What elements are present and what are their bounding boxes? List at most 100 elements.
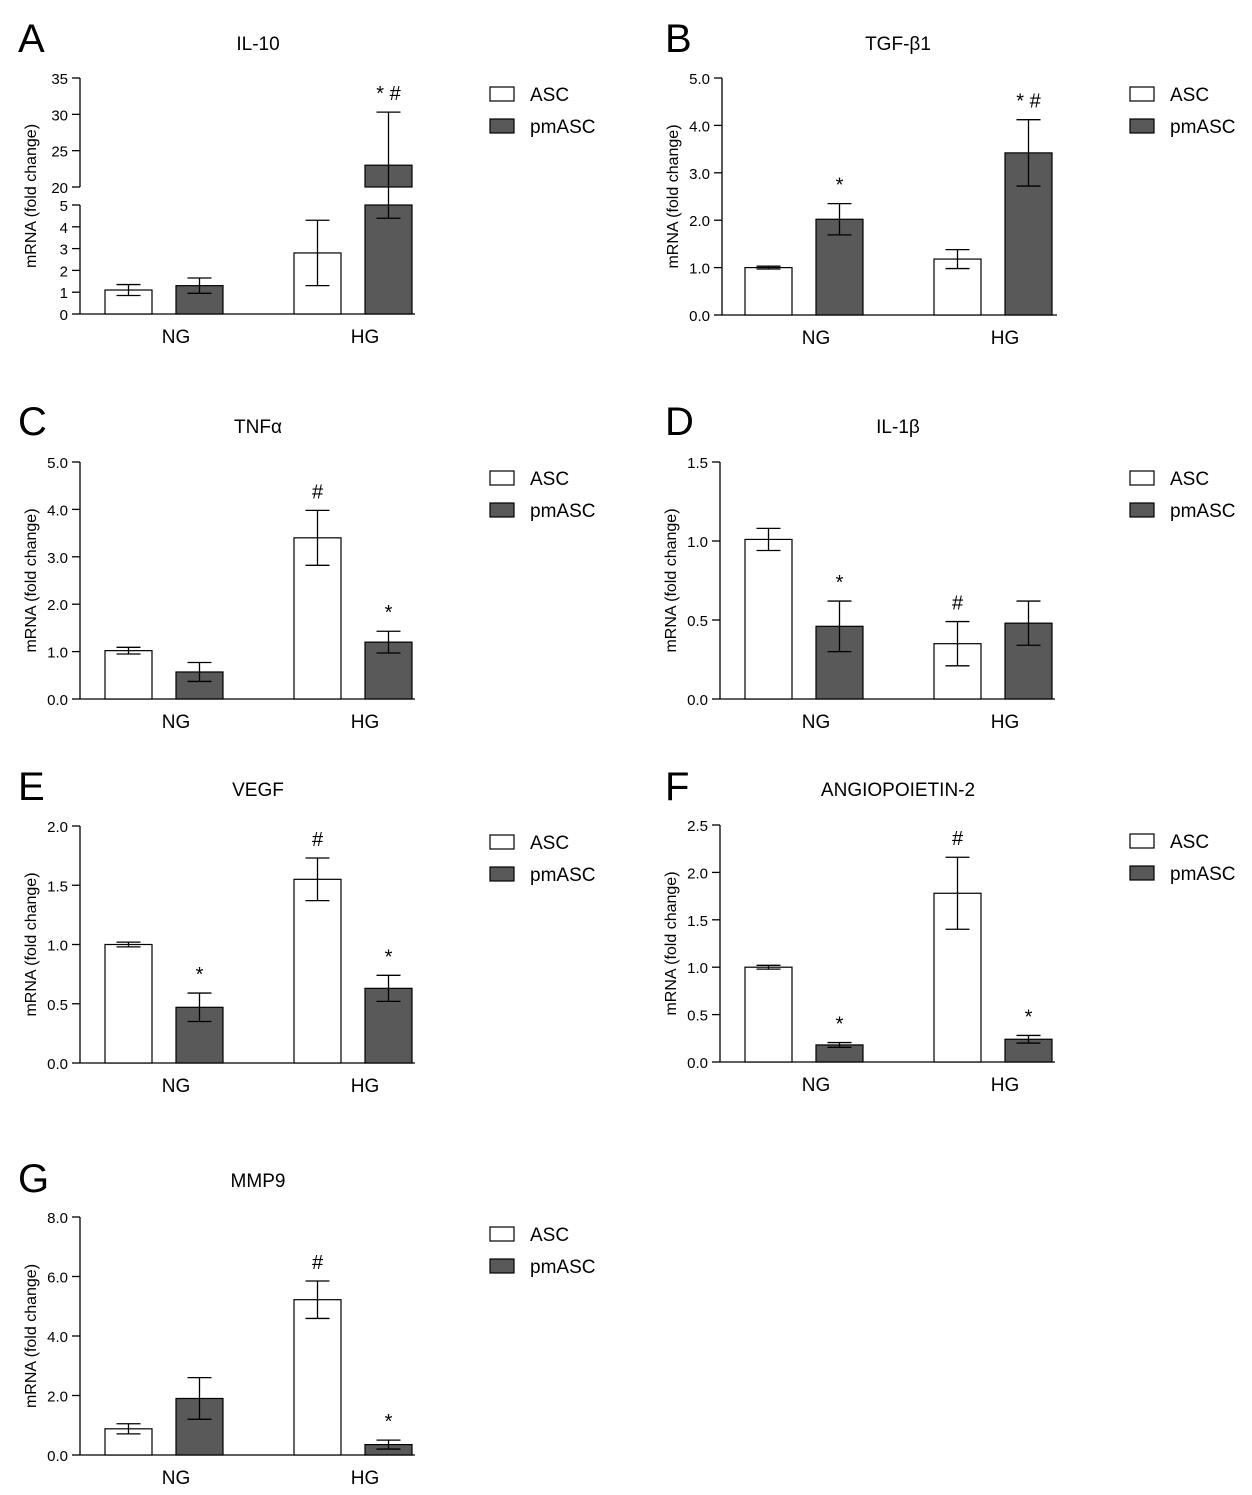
legend-swatch-asc — [489, 1226, 515, 1242]
legend-label-pmasc: pmASC — [1170, 501, 1235, 522]
legend-swatch-pmasc — [489, 866, 515, 882]
y-tick-label: 2.0 — [47, 597, 68, 614]
x-tick-label: HG — [351, 712, 380, 733]
y-tick-label: 2 — [60, 263, 68, 280]
bar-asc — [744, 267, 793, 316]
legend-swatch-asc — [1129, 86, 1155, 102]
y-tick-label: 25 — [51, 144, 68, 161]
panel-f: F ANGIOPOIETIN-2 0.0 0.5 1.0 1.5 2.0 2.5 mRNA (f… — [663, 765, 1235, 1096]
x-tick-label: HG — [351, 1468, 380, 1489]
significance-label: * — [836, 1014, 844, 1036]
y-tick-label: 1.0 — [47, 645, 68, 662]
significance-label: * — [1025, 1006, 1033, 1028]
legend-label-pmasc: pmASC — [530, 1257, 595, 1278]
bar-asc — [104, 943, 153, 1064]
panel-b: B TGF-β1 0.0 1.0 2.0 3.0 4.0 5.0 mRNA (fold chan… — [665, 17, 1235, 349]
chart-title: IL-10 — [236, 34, 279, 55]
legend-swatch-pmasc — [1129, 118, 1155, 134]
y-tick-label: 2.0 — [689, 213, 710, 230]
panel-letter: A — [18, 17, 45, 61]
legend: ASC pmASC — [489, 85, 595, 138]
x-tick-label: HG — [991, 712, 1020, 733]
y-tick-label: 0.0 — [689, 308, 710, 325]
panel-letter: F — [665, 765, 689, 809]
legend-label-asc: ASC — [530, 85, 569, 106]
legend-swatch-pmasc — [1129, 502, 1155, 518]
y-axis-label: mRNA (fold change) — [23, 508, 40, 652]
panel-d: D IL-1β 0.0 0.5 1.0 1.5 mRNA (fold change) NG * H… — [663, 400, 1235, 733]
x-tick-label: NG — [162, 1468, 191, 1489]
x-tick-label: NG — [802, 1075, 831, 1096]
significance-label: * — [196, 964, 204, 986]
legend: ASC pmASC — [489, 469, 595, 522]
legend-label-pmasc: pmASC — [530, 501, 595, 522]
y-tick-label: 35 — [51, 71, 68, 88]
legend-label-asc: ASC — [530, 469, 569, 490]
significance-label: * # — [376, 83, 401, 105]
x-tick-label: HG — [351, 1076, 380, 1097]
chart-title: TGF-β1 — [865, 34, 931, 55]
significance-label: * — [385, 946, 393, 968]
y-tick-label: 2.5 — [687, 818, 708, 835]
panel-letter: C — [18, 400, 47, 444]
y-axis-label: mRNA (fold change) — [23, 872, 40, 1016]
y-tick-label: 0.5 — [47, 997, 68, 1014]
panel-letter: G — [18, 1157, 49, 1201]
legend: ASC pmASC — [489, 1225, 595, 1278]
y-tick-label: 0.0 — [687, 692, 708, 709]
panel-letter: D — [665, 400, 694, 444]
legend-swatch-asc — [489, 470, 515, 486]
y-tick-label: 4.0 — [47, 502, 68, 519]
x-tick-label: NG — [802, 712, 831, 733]
y-tick-label: 1.0 — [687, 534, 708, 551]
panel-g: G MMP9 0.0 2.0 4.0 6.0 8.0 mRNA (fold change) NG… — [18, 1157, 595, 1489]
legend-swatch-pmasc — [489, 118, 515, 134]
legend-swatch-pmasc — [1129, 865, 1155, 881]
y-tick-label: 1.5 — [687, 913, 708, 930]
bar-pmasc — [364, 204, 413, 315]
y-tick-label: 2.0 — [47, 819, 68, 836]
y-tick-label: 3.0 — [689, 166, 710, 183]
y-axis-label: mRNA (fold change) — [663, 871, 680, 1015]
legend-label-asc: ASC — [1170, 832, 1209, 853]
legend-label-pmasc: pmASC — [1170, 117, 1235, 138]
legend-label-asc: ASC — [530, 1225, 569, 1246]
bar-asc — [293, 1299, 342, 1456]
significance-label: # — [312, 829, 324, 851]
legend-label-asc: ASC — [530, 833, 569, 854]
y-tick-label: 1.5 — [687, 455, 708, 472]
x-tick-label: HG — [991, 328, 1020, 349]
bar-asc — [744, 966, 793, 1063]
significance-label: # — [312, 481, 324, 503]
panel-letter: E — [18, 765, 45, 809]
panel-e: E VEGF 0.0 0.5 1.0 1.5 2.0 mRNA (fold change) NG… — [18, 765, 595, 1097]
y-axis-label: mRNA (fold change) — [23, 124, 40, 268]
y-tick-label: 5.0 — [47, 455, 68, 472]
legend: ASC pmASC — [489, 833, 595, 886]
y-tick-label: 2.0 — [687, 865, 708, 882]
y-tick-label: 8.0 — [47, 1210, 68, 1227]
y-tick-label: 0 — [60, 307, 68, 324]
x-tick-label: HG — [351, 327, 380, 348]
chart-title: IL-1β — [876, 417, 920, 438]
x-tick-label: NG — [162, 1076, 191, 1097]
legend-swatch-asc — [489, 834, 515, 850]
significance-label: * — [836, 572, 844, 594]
legend: ASC pmASC — [1129, 832, 1235, 885]
y-tick-label: 1.0 — [47, 938, 68, 955]
y-tick-label: 3 — [60, 242, 68, 259]
significance-label: # — [312, 1252, 324, 1274]
significance-label: * — [385, 1411, 393, 1433]
y-tick-label: 4.0 — [47, 1329, 68, 1346]
y-tick-label: 3.0 — [47, 550, 68, 567]
y-tick-label: 0.5 — [687, 1008, 708, 1025]
y-axis-label: mRNA (fold change) — [23, 1264, 40, 1408]
bar-asc — [744, 538, 793, 700]
chart-title: TNFα — [234, 417, 282, 438]
legend: ASC pmASC — [1129, 85, 1235, 138]
y-tick-label: 30 — [51, 107, 68, 124]
legend-label-asc: ASC — [1170, 85, 1209, 106]
y-tick-label: 20 — [51, 180, 68, 197]
x-tick-label: NG — [162, 327, 191, 348]
